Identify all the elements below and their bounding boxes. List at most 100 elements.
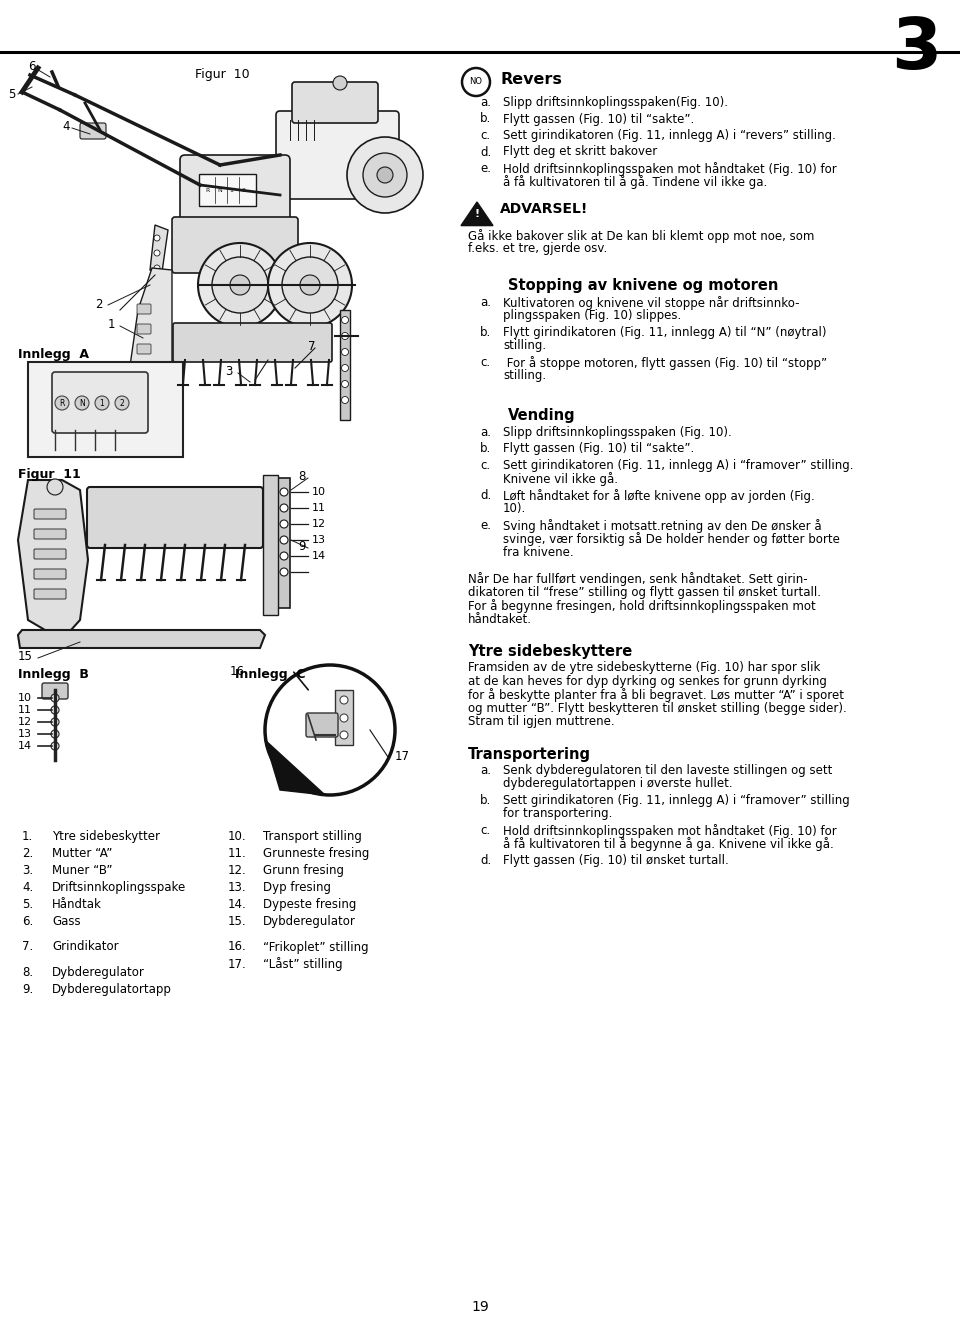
Text: For å begynne fresingen, hold driftsinnkoplingsspaken mot: For å begynne fresingen, hold driftsinnk… (468, 600, 816, 613)
Text: Senk dybderegulatoren til den laveste stillingen og sett: Senk dybderegulatoren til den laveste st… (503, 764, 832, 777)
Text: 15: 15 (18, 650, 33, 663)
Text: 8.: 8. (22, 967, 34, 978)
Text: Flytt girindikatoren (Fig. 11, innlegg A) til “N” (nøytral): Flytt girindikatoren (Fig. 11, innlegg A… (503, 326, 827, 339)
Text: c.: c. (480, 356, 491, 369)
Circle shape (75, 396, 89, 410)
FancyBboxPatch shape (28, 361, 183, 457)
Text: 17: 17 (395, 749, 410, 763)
Text: 10: 10 (312, 487, 326, 496)
Text: f.eks. et tre, gjerde osv.: f.eks. et tre, gjerde osv. (468, 242, 608, 256)
Text: Gass: Gass (52, 915, 81, 928)
FancyBboxPatch shape (137, 344, 151, 354)
FancyBboxPatch shape (34, 549, 66, 559)
Text: Slipp driftsinnkoplingsspaken(Fig. 10).: Slipp driftsinnkoplingsspaken(Fig. 10). (503, 97, 728, 109)
Text: Innlegg  C: Innlegg C (235, 669, 305, 681)
Circle shape (47, 479, 63, 495)
Circle shape (300, 275, 320, 295)
Text: Figur  10: Figur 10 (195, 68, 250, 81)
FancyBboxPatch shape (173, 323, 332, 361)
Text: c.: c. (480, 459, 491, 471)
Text: 13.: 13. (228, 880, 247, 894)
Circle shape (342, 348, 348, 356)
Text: Framsiden av de ytre sidebeskytterne (Fig. 10) har spor slik: Framsiden av de ytre sidebeskytterne (Fi… (468, 661, 821, 674)
Text: 5.: 5. (22, 898, 34, 911)
Circle shape (347, 136, 423, 213)
Text: a.: a. (480, 295, 491, 308)
Text: Sving håndtaket i motsatt.retning av den De ønsker å: Sving håndtaket i motsatt.retning av den… (503, 519, 822, 532)
Circle shape (51, 718, 59, 726)
Text: N: N (79, 399, 84, 408)
Text: 10).: 10). (503, 502, 526, 515)
Circle shape (280, 520, 288, 528)
Text: R: R (205, 188, 209, 192)
Text: 3: 3 (225, 365, 232, 377)
Text: Revers: Revers (500, 71, 562, 87)
Text: 11.: 11. (228, 847, 247, 861)
Text: Flytt gassen (Fig. 10) til “sakte”.: Flytt gassen (Fig. 10) til “sakte”. (503, 113, 694, 126)
Text: Når De har fullført vendingen, senk håndtaket. Sett girin-: Når De har fullført vendingen, senk hånd… (468, 572, 807, 587)
FancyBboxPatch shape (87, 487, 263, 548)
Circle shape (268, 244, 352, 327)
Text: Flytt deg et skritt bakover: Flytt deg et skritt bakover (503, 146, 658, 159)
Circle shape (154, 250, 160, 256)
Circle shape (154, 265, 160, 271)
Bar (335, 690, 353, 745)
Text: Dyp fresing: Dyp fresing (263, 880, 331, 894)
Polygon shape (263, 475, 278, 616)
Text: 16: 16 (230, 665, 245, 678)
Polygon shape (128, 267, 172, 395)
Text: 12.: 12. (228, 865, 247, 876)
Text: at de kan heves for dyp dyrking og senkes for grunn dyrking: at de kan heves for dyp dyrking og senke… (468, 675, 827, 687)
Circle shape (280, 536, 288, 544)
Text: Stopping av knivene og motoren: Stopping av knivene og motoren (508, 278, 779, 293)
Text: Driftsinnkoplingsspake: Driftsinnkoplingsspake (52, 880, 186, 894)
Text: 6: 6 (28, 60, 36, 73)
FancyBboxPatch shape (306, 714, 338, 737)
Text: 1.: 1. (22, 830, 34, 843)
FancyBboxPatch shape (137, 324, 151, 334)
Text: Flytt gassen (Fig. 10) til ønsket turtall.: Flytt gassen (Fig. 10) til ønsket turtal… (503, 854, 729, 867)
Text: !: ! (474, 209, 480, 218)
Text: 14: 14 (312, 551, 326, 561)
FancyBboxPatch shape (34, 589, 66, 598)
Text: 3.: 3. (22, 865, 34, 876)
Text: svinge, vær forsiktig så De holder hender og føtter borte: svinge, vær forsiktig så De holder hende… (503, 532, 840, 547)
Text: Dybderegulator: Dybderegulator (263, 915, 356, 928)
Circle shape (115, 396, 129, 410)
Text: Ytre sidebeskyttere: Ytre sidebeskyttere (468, 645, 633, 659)
FancyBboxPatch shape (42, 683, 68, 699)
FancyBboxPatch shape (34, 530, 66, 539)
Circle shape (342, 316, 348, 323)
Text: ADVARSEL!: ADVARSEL! (500, 203, 588, 216)
Text: Mutter “A”: Mutter “A” (52, 847, 112, 861)
Text: 1: 1 (108, 318, 115, 331)
FancyBboxPatch shape (172, 217, 298, 273)
FancyBboxPatch shape (199, 173, 256, 207)
Circle shape (154, 234, 160, 241)
Circle shape (51, 706, 59, 714)
Circle shape (342, 364, 348, 372)
Text: for å beskytte planter fra å bli begravet. Løs mutter “A” i sporet: for å beskytte planter fra å bli begrave… (468, 688, 844, 702)
Text: 1: 1 (229, 188, 233, 192)
Text: c.: c. (480, 128, 491, 142)
Text: d.: d. (480, 146, 492, 159)
Text: fra knivene.: fra knivene. (503, 545, 574, 559)
Text: a.: a. (480, 764, 491, 777)
Text: e.: e. (480, 162, 491, 175)
Text: Innlegg  B: Innlegg B (18, 669, 89, 681)
Text: “Låst” stilling: “Låst” stilling (263, 957, 343, 972)
Text: Sett girindikatoren (Fig. 11, innlegg A) i “revers” stilling.: Sett girindikatoren (Fig. 11, innlegg A)… (503, 128, 836, 142)
Text: b.: b. (480, 794, 492, 806)
Text: 14: 14 (18, 741, 32, 751)
Text: Håndtak: Håndtak (52, 898, 102, 911)
Circle shape (340, 731, 348, 739)
Text: N: N (217, 188, 222, 192)
Text: Sett girindikatoren (Fig. 11, innlegg A) i “framover” stilling: Sett girindikatoren (Fig. 11, innlegg A)… (503, 794, 850, 806)
Polygon shape (18, 481, 88, 639)
Circle shape (342, 396, 348, 404)
Text: 11: 11 (312, 503, 326, 512)
Text: 2.: 2. (22, 847, 34, 861)
Polygon shape (265, 740, 325, 794)
Text: d.: d. (480, 489, 492, 502)
Text: 10.: 10. (228, 830, 247, 843)
